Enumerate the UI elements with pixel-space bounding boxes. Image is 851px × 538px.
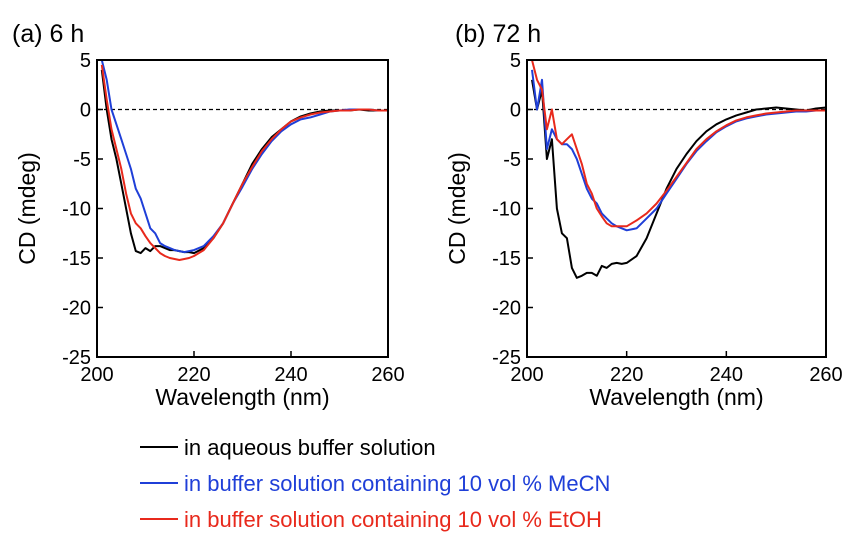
y-tick-label: -5 — [503, 149, 521, 171]
plot-frame — [526, 59, 827, 358]
y-tick-label: 0 — [80, 100, 91, 122]
y-axis-label: CD (mdeg) — [14, 152, 40, 264]
x-tick-label: 260 — [809, 364, 842, 386]
y-tick-label: -25 — [492, 347, 521, 369]
x-tick-label: 200 — [80, 364, 113, 386]
x-tick-label: 200 — [510, 364, 543, 386]
x-tick-label: 220 — [610, 364, 643, 386]
panel-title: (b) 72 h — [455, 20, 541, 48]
series-line-0 — [100, 69, 388, 255]
y-tick-label: -15 — [62, 248, 91, 270]
legend-label: in buffer solution containing 10 vol % M… — [184, 471, 610, 496]
y-tick-label: -10 — [492, 199, 521, 221]
legend: in aqueous buffer solution in buffer solu… — [140, 435, 610, 532]
y-tick-label: 5 — [80, 50, 91, 72]
legend-label: in aqueous buffer solution — [184, 435, 436, 460]
series-line-0 — [531, 79, 826, 279]
series-line-1 — [100, 60, 388, 254]
x-axis-label: Wavelength (nm) — [155, 384, 329, 410]
x-axis-label: Wavelength (nm) — [589, 384, 763, 410]
y-tick-label: -5 — [73, 149, 91, 171]
panel-b: (b) 72 h 200 220 240 260 5 0 -5 -10 -15 -20 -25 Wave… — [444, 20, 843, 410]
y-tick-label: -15 — [492, 248, 521, 270]
panel-a: (a) 6 h 200 220 240 260 5 0 -5 -10 -15 -20 -25 Wavel… — [12, 20, 405, 410]
legend-label: in buffer solution containing 10 vol % E… — [184, 507, 602, 532]
panel-title: (a) 6 h — [12, 20, 84, 48]
y-tick-label: -25 — [62, 347, 91, 369]
series-line-2 — [100, 64, 388, 261]
x-tick-label: 240 — [710, 364, 743, 386]
x-tick-label: 220 — [177, 364, 210, 386]
y-tick-label: 5 — [510, 50, 521, 72]
y-tick-label: -10 — [62, 199, 91, 221]
y-tick-label: -20 — [492, 298, 521, 320]
series-line-2 — [531, 60, 826, 228]
y-axis-label: CD (mdeg) — [444, 152, 470, 264]
plot-frame — [96, 59, 389, 358]
y-tick-label: -20 — [62, 298, 91, 320]
y-tick-label: 0 — [510, 100, 521, 122]
x-tick-label: 260 — [371, 364, 404, 386]
x-tick-label: 240 — [274, 364, 307, 386]
